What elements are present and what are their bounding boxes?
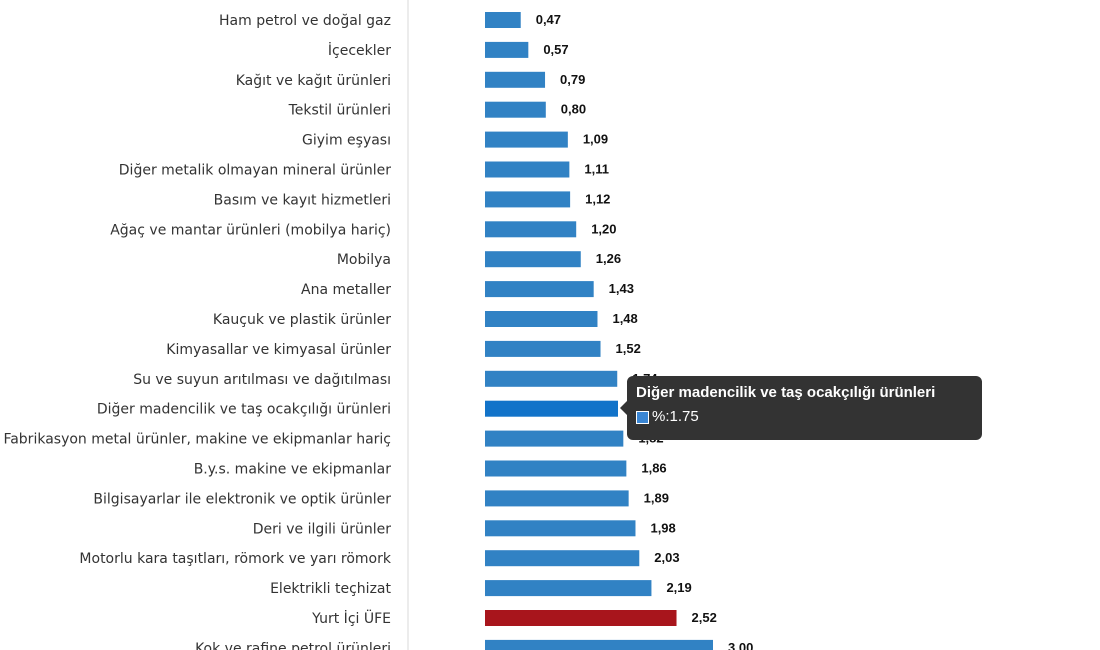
bar[interactable] [485, 580, 652, 597]
bar[interactable] [485, 41, 529, 58]
bar[interactable] [485, 12, 521, 28]
category-label: Giyim eşyası [302, 133, 391, 149]
bar[interactable] [485, 311, 598, 327]
category-label: Fabrikasyon metal ürünler, makine ve eki… [3, 432, 391, 448]
value-label: 1,20 [591, 221, 616, 236]
category-label: İçecekler [328, 41, 391, 59]
category-label: Ham petrol ve doğal gaz [219, 13, 391, 29]
value-label: 1,52 [616, 341, 641, 356]
value-label: 0,47 [536, 12, 561, 27]
bar[interactable] [485, 610, 677, 626]
value-label: 3,00 [728, 640, 753, 650]
bar[interactable] [485, 131, 568, 148]
bar[interactable] [485, 400, 618, 417]
tooltip: Diğer madencilik ve taş ocakçılığı ürünl… [627, 376, 982, 440]
category-label: B.y.s. makine ve ekipmanlar [194, 462, 392, 478]
tooltip-series-label: % [652, 408, 666, 425]
tooltip-row: %: 1.75 [636, 408, 973, 426]
bar[interactable] [485, 191, 571, 208]
bar[interactable] [485, 370, 618, 387]
value-label: 2,52 [692, 610, 717, 625]
value-label: 1,26 [596, 251, 621, 266]
bar[interactable] [485, 430, 624, 447]
category-label: Diğer metalik olmayan mineral ürünler [119, 163, 391, 179]
bar[interactable] [485, 251, 581, 268]
category-label: Yurt İçi ÜFE [311, 609, 391, 627]
value-label: 1,11 [584, 162, 609, 177]
value-label: 1,09 [583, 132, 608, 147]
bar[interactable] [485, 550, 640, 567]
bar[interactable] [485, 101, 546, 118]
value-label: 1,98 [650, 520, 675, 535]
category-label: Mobilya [337, 252, 391, 268]
category-label: Ağaç ve mantar ürünleri (mobilya hariç) [110, 222, 391, 238]
category-label: Tekstil ürünleri [288, 103, 391, 119]
bar[interactable] [485, 520, 636, 537]
value-label: 1,12 [585, 191, 610, 206]
category-label: Diğer madencilik ve taş ocakçılığı ürünl… [97, 402, 391, 418]
bar[interactable] [485, 161, 570, 178]
value-label: 0,57 [543, 42, 568, 57]
value-label: 2,03 [654, 550, 679, 565]
bars-layer: Ham petrol ve doğal gaz 0,47 İçecekler 0,57… [3, 12, 753, 650]
bar[interactable] [485, 460, 627, 477]
bar[interactable] [485, 71, 546, 88]
category-label: Su ve suyun arıtılması ve dağıtılması [133, 372, 391, 388]
category-label: Elektrikli teçhizat [270, 581, 391, 597]
category-label: Bilgisayarlar ile elektronik ve optik ür… [93, 491, 391, 507]
value-label: 0,80 [561, 102, 586, 117]
value-label: 1,86 [641, 461, 666, 476]
tooltip-separator: : [665, 408, 670, 425]
value-label: 1,89 [644, 490, 669, 505]
value-label: 0,79 [560, 72, 585, 87]
tooltip-value: 1.75 [669, 408, 699, 425]
value-label: 1,43 [609, 281, 634, 296]
category-label: Basım ve kayıt hizmetleri [214, 192, 391, 208]
tooltip-title: Diğer madencilik ve taş ocakçılığı ürünl… [636, 384, 936, 401]
value-label: 2,19 [666, 580, 691, 595]
bar[interactable] [485, 639, 713, 650]
bar[interactable] [485, 221, 577, 238]
bar[interactable] [485, 281, 594, 298]
category-label: Motorlu kara taşıtları, römork ve yarı r… [79, 551, 391, 567]
category-label: Ana metaller [301, 282, 391, 298]
bar[interactable] [485, 490, 629, 507]
tooltip-caret [620, 401, 627, 415]
category-label: Kimyasallar ve kimyasal ürünler [166, 342, 391, 358]
value-label: 1,48 [612, 311, 637, 326]
category-label: Deri ve ilgili ürünler [253, 521, 392, 537]
category-label: Kağıt ve kağıt ürünleri [236, 73, 391, 89]
category-label: Kok ve rafine petrol ürünleri [195, 641, 391, 650]
tooltip-series-swatch [636, 410, 649, 424]
category-label: Kauçuk ve plastik ürünler [213, 312, 391, 328]
bar[interactable] [485, 340, 601, 357]
